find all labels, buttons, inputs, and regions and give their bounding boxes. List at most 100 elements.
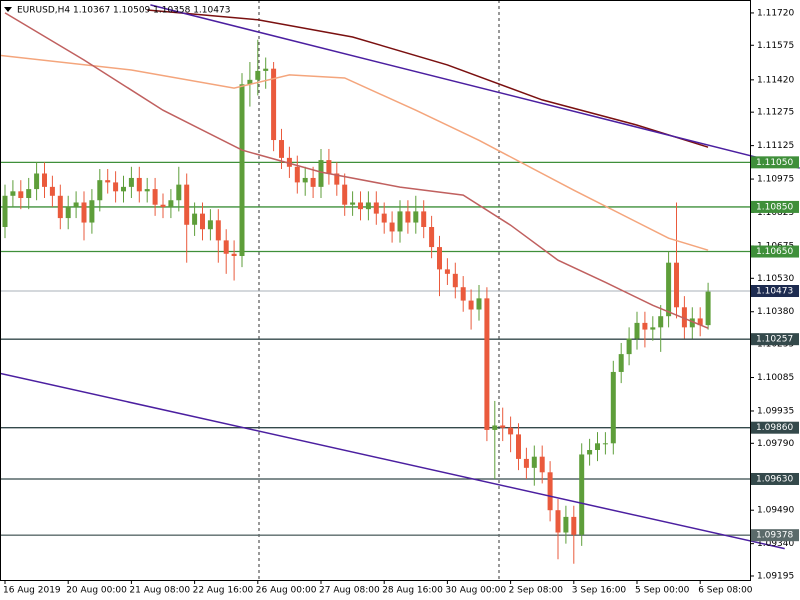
candle-body: [468, 300, 474, 310]
candle-body: [223, 240, 229, 254]
candle-body: [626, 338, 632, 355]
candle-body: [231, 253, 237, 256]
chart-title: EURUSD,H4 1.10367 1.10509 1.10358 1.1047…: [17, 6, 230, 16]
candle-body: [310, 177, 316, 187]
candle-body: [610, 371, 616, 444]
y-tick-label: 1.11420: [757, 75, 794, 85]
current-price-box: [751, 285, 799, 298]
candle-body: [334, 173, 340, 185]
candle-body: [286, 157, 292, 167]
indicator-line: [0, 372, 785, 550]
candle-body: [555, 510, 561, 533]
plot: [0, 4, 800, 564]
y-tick-label: 1.10085: [757, 373, 794, 383]
level-label: 1.09860: [756, 423, 793, 433]
level-label: 1.10257: [756, 335, 793, 345]
candle-body: [531, 456, 537, 468]
y-tick-label: 1.10380: [757, 307, 794, 317]
candle-body: [705, 291, 711, 326]
candle-body: [373, 202, 379, 214]
candle-body: [160, 204, 166, 207]
candle-body: [350, 202, 356, 205]
x-tick-label: 21 Aug 08:00: [129, 586, 190, 596]
candle-body: [2, 195, 8, 228]
candle-body: [666, 262, 672, 317]
candle-body: [18, 191, 24, 199]
candle-body: [547, 472, 553, 511]
candle-body: [200, 213, 205, 230]
x-tick-label: 27 Aug 08:00: [319, 586, 380, 596]
level-label-box: [751, 245, 799, 258]
candle-body: [563, 516, 569, 533]
candle-body: [105, 180, 111, 183]
candle-body: [263, 68, 269, 71]
candle-body: [500, 425, 506, 428]
candle-body: [658, 316, 664, 328]
indicator-line: [4, 12, 709, 329]
candle-body: [97, 180, 103, 201]
candle-body: [136, 177, 142, 192]
y-tick-label: 1.10530: [757, 274, 794, 284]
candle-body: [144, 189, 150, 192]
candle-body: [239, 84, 245, 256]
candle-body: [57, 195, 63, 219]
indicator-line: [147, 9, 709, 148]
candle-body: [121, 186, 126, 192]
candle-body: [65, 206, 71, 219]
x-tick-label: 5 Sep 00:00: [635, 586, 690, 596]
candle-body: [389, 222, 395, 232]
x-tick-label: 22 Aug 16:00: [193, 586, 254, 596]
candle-body: [192, 213, 198, 225]
candle-body: [73, 202, 79, 207]
y-tick-label: 1.11720: [757, 8, 794, 18]
level-label-box: [751, 472, 799, 485]
candle-body: [460, 287, 466, 301]
candle-body: [113, 182, 119, 192]
y-tick-label: 1.11125: [757, 141, 794, 151]
candle-body: [397, 211, 403, 232]
x-tick-label: 26 Aug 00:00: [256, 586, 317, 596]
candle-body: [579, 454, 585, 535]
y-tick-label: 1.10825: [757, 208, 794, 218]
candle-body: [358, 202, 363, 210]
candle-body: [681, 307, 687, 328]
candle-body: [634, 322, 640, 339]
candle-body: [26, 189, 32, 199]
y-tick-label: 1.09935: [757, 406, 794, 416]
indicator-line: [0, 54, 709, 251]
level-label-box: [751, 200, 799, 213]
current-price-label: 1.10473: [756, 287, 793, 297]
candle-body: [476, 298, 482, 310]
candle-body: [452, 273, 458, 288]
candle-body: [516, 434, 521, 459]
y-tick-label: 1.09790: [757, 439, 794, 449]
candle-body: [81, 202, 87, 223]
plot-frame: [0, 0, 751, 581]
candle-body: [650, 327, 656, 330]
candle-body: [128, 177, 134, 187]
candle-body: [89, 200, 95, 223]
candle-body: [34, 173, 40, 190]
level-label: 1.10650: [756, 247, 793, 257]
menu-triangle: [4, 7, 12, 12]
level-label: 1.09378: [756, 531, 793, 541]
x-tick-label: 2 Sep 08:00: [509, 586, 564, 596]
candle-body: [618, 354, 624, 372]
candle-body: [444, 269, 450, 274]
candle-body: [168, 200, 174, 207]
candle-body: [255, 70, 261, 80]
candle-body: [302, 177, 308, 183]
level-label-box: [751, 529, 799, 542]
candle-body: [405, 211, 411, 223]
candle-body: [421, 211, 427, 228]
candle-body: [437, 247, 442, 270]
candle-body: [674, 262, 679, 308]
candle-body: [294, 166, 300, 183]
candle-body: [365, 202, 371, 210]
y-tick-label: 1.11275: [757, 108, 794, 118]
level-label-box: [751, 156, 799, 169]
candle-body: [571, 516, 577, 535]
candle-body: [49, 186, 55, 196]
candle-body: [587, 449, 593, 455]
y-tick-label: 1.10975: [757, 175, 794, 185]
